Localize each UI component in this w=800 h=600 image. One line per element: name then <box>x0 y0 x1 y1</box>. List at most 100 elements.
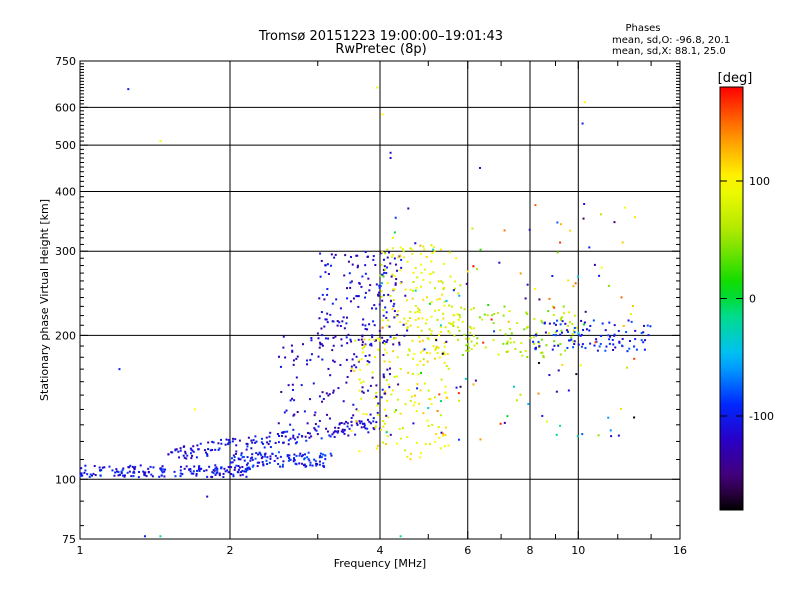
scatter-point <box>507 350 510 353</box>
scatter-point <box>276 457 279 460</box>
scatter-point <box>179 447 182 450</box>
scatter-point <box>227 438 230 441</box>
scatter-point <box>609 335 612 338</box>
scatter-point <box>617 329 620 332</box>
scatter-point <box>363 422 366 425</box>
scatter-point <box>407 371 410 374</box>
scatter-point <box>326 288 329 291</box>
scatter-point <box>527 403 530 406</box>
scatter-point <box>396 398 399 401</box>
scatter-point <box>131 465 134 468</box>
scatter-point <box>323 298 326 301</box>
scatter-point <box>411 252 414 255</box>
scatter-point <box>314 411 317 414</box>
scatter-point <box>329 374 332 377</box>
scatter-point <box>467 346 470 349</box>
scatter-point <box>533 342 536 345</box>
scatter-point <box>356 264 359 267</box>
scatter-point <box>340 338 343 341</box>
scatter-point <box>317 425 320 428</box>
scatter-point <box>375 384 378 387</box>
scatter-point <box>649 325 652 328</box>
scatter-point <box>218 472 221 475</box>
scatter-point <box>313 427 316 430</box>
scatter-point <box>404 449 407 452</box>
scatter-point <box>469 325 472 328</box>
data-points <box>79 86 652 538</box>
scatter-point <box>324 337 327 340</box>
scatter-point <box>307 458 310 461</box>
scatter-point <box>343 432 346 435</box>
scatter-point <box>427 338 430 341</box>
scatter-point <box>419 351 422 354</box>
scatter-point <box>452 321 455 324</box>
scatter-point <box>618 341 621 344</box>
scatter-point <box>564 322 567 325</box>
scatter-point <box>610 435 613 438</box>
scatter-point <box>329 313 332 316</box>
scatter-point <box>143 471 146 474</box>
scatter-point <box>340 344 343 347</box>
scatter-point <box>443 345 446 348</box>
scatter-point <box>355 295 358 298</box>
scatter-point <box>289 399 292 402</box>
scatter-point <box>410 395 413 398</box>
scatter-point <box>348 272 351 275</box>
scatter-point <box>332 431 335 434</box>
scatter-point <box>392 288 395 291</box>
scatter-point <box>362 391 365 394</box>
scatter-point <box>416 326 419 329</box>
scatter-point <box>552 333 555 336</box>
scatter-point <box>310 339 313 342</box>
scatter-point <box>273 459 276 462</box>
scatter-point <box>612 348 615 351</box>
scatter-point <box>630 320 633 323</box>
scatter-point <box>263 453 266 456</box>
y-tick-label: 300 <box>55 245 76 258</box>
scatter-point <box>373 324 376 327</box>
scatter-point <box>151 475 154 478</box>
scatter-point <box>339 325 342 328</box>
scatter-point <box>427 407 430 410</box>
scatter-point <box>350 420 353 423</box>
scatter-point <box>327 367 330 370</box>
scatter-point <box>363 344 366 347</box>
scatter-point <box>245 463 248 466</box>
scatter-point <box>345 420 348 423</box>
scatter-point <box>479 438 482 441</box>
scatter-point <box>576 435 579 438</box>
scatter-point <box>320 327 323 330</box>
scatter-point <box>118 368 121 371</box>
scatter-point <box>313 414 316 417</box>
scatter-point <box>571 333 574 336</box>
scatter-point <box>567 339 570 342</box>
scatter-point <box>543 322 546 325</box>
scatter-point <box>455 257 458 260</box>
scatter-point <box>427 389 430 392</box>
scatter-point <box>129 464 132 467</box>
scatter-point <box>150 473 153 476</box>
scatter-point <box>364 291 367 294</box>
scatter-point <box>331 433 334 436</box>
scatter-point <box>541 414 544 417</box>
scatter-point <box>231 440 234 443</box>
scatter-point <box>434 347 437 350</box>
scatter-point <box>203 469 206 472</box>
scatter-point <box>417 307 420 310</box>
scatter-point <box>548 332 551 335</box>
scatter-point <box>88 475 91 478</box>
scatter-point <box>559 241 562 244</box>
scatter-point <box>374 356 377 359</box>
scatter-point <box>360 420 363 423</box>
scatter-point <box>413 394 416 397</box>
scatter-point <box>582 328 585 331</box>
scatter-point <box>346 287 349 290</box>
scatter-point <box>242 455 245 458</box>
scatter-point <box>357 359 360 362</box>
scatter-point <box>294 438 297 441</box>
scatter-point <box>220 442 223 445</box>
scatter-point <box>353 364 356 367</box>
scatter-point <box>293 413 296 416</box>
scatter-point <box>409 324 412 327</box>
scatter-point <box>461 320 464 323</box>
